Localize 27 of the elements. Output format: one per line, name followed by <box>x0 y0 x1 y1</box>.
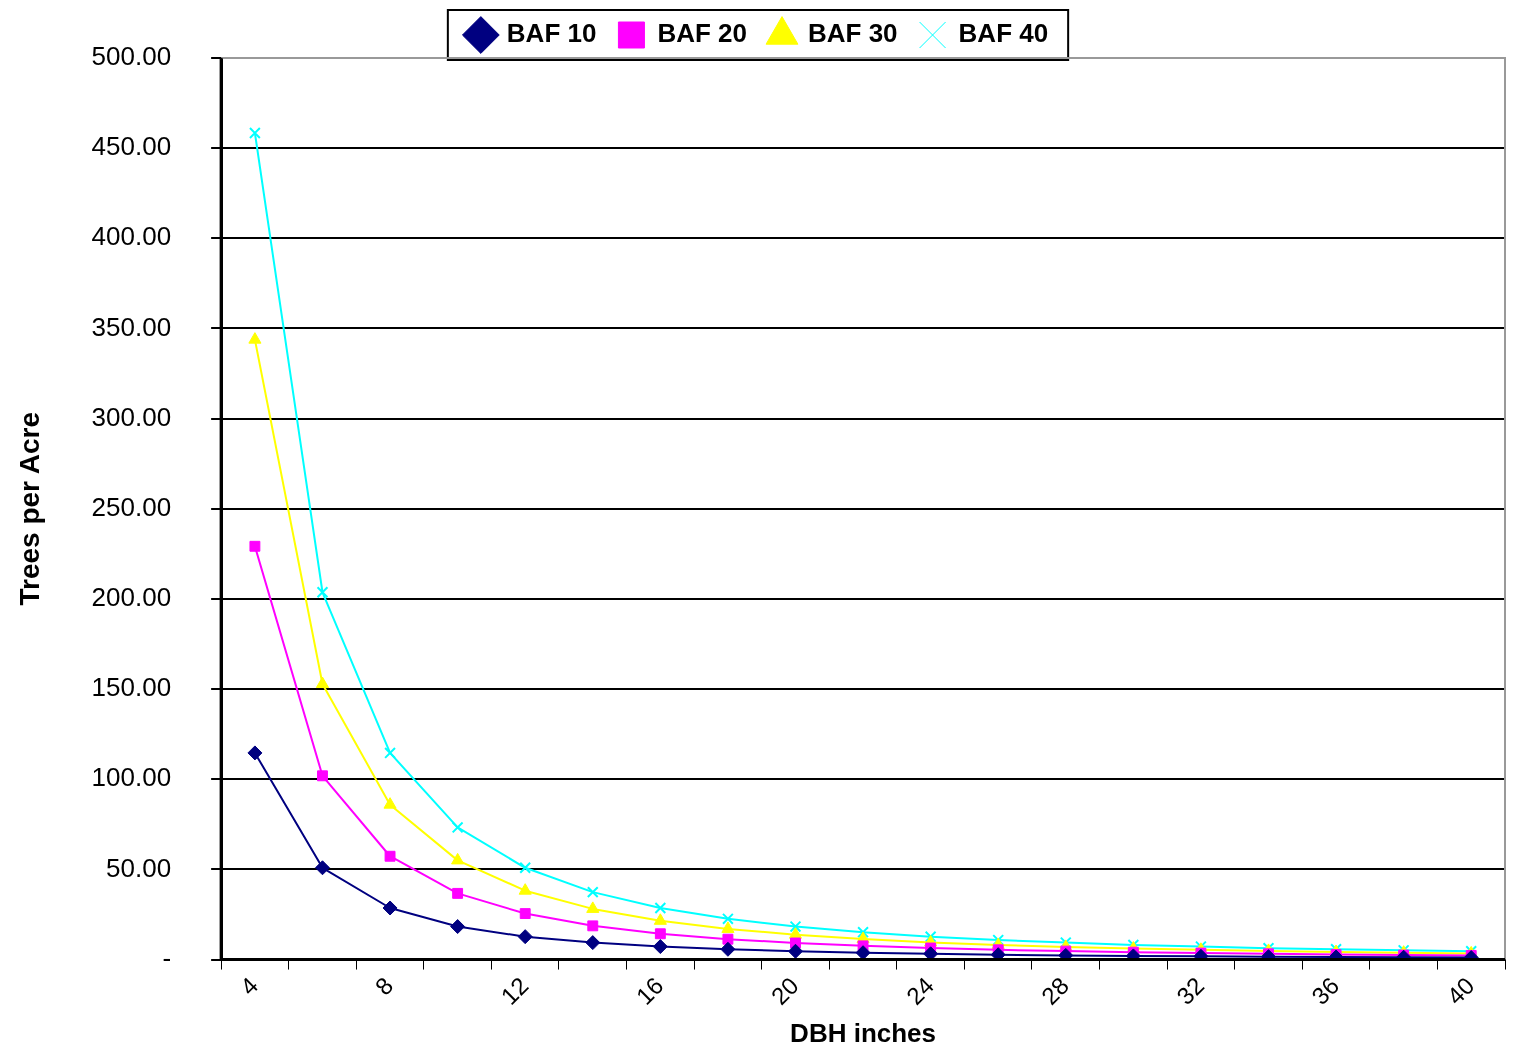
x-tick-label: 24 <box>900 971 939 1010</box>
y-axis-title: Trees per Acre <box>13 412 45 606</box>
legend-label: BAF 30 <box>808 18 898 49</box>
y-tick-label: 50.00 <box>106 852 172 883</box>
y-tick-label: - <box>162 942 172 973</box>
y-tick-label: 100.00 <box>91 762 172 793</box>
y-tick-label: 350.00 <box>91 311 172 342</box>
y-tick-label: 250.00 <box>91 491 172 522</box>
y-tick-label: 300.00 <box>91 401 172 432</box>
x-tick-label: 16 <box>630 971 669 1010</box>
x-axis-title: DBH inches <box>790 1017 937 1048</box>
x-tick-label: 36 <box>1306 971 1345 1010</box>
x-tick-label: 32 <box>1171 971 1210 1010</box>
y-tick-label: 150.00 <box>91 672 172 703</box>
x-tick-label: 12 <box>495 971 534 1010</box>
y-tick-label: 400.00 <box>91 221 172 252</box>
legend-label: BAF 20 <box>657 18 747 49</box>
y-tick-label: 500.00 <box>91 41 172 72</box>
x-tick-label: 8 <box>369 971 399 1001</box>
x-tick-label: 20 <box>765 971 804 1010</box>
y-tick-label: 200.00 <box>91 582 172 613</box>
y-tick-label: 450.00 <box>91 131 172 162</box>
legend-label: BAF 40 <box>958 18 1049 49</box>
legend-label: BAF 10 <box>506 18 597 49</box>
x-tick-label: 4 <box>234 971 264 1001</box>
x-tick-label: 40 <box>1441 971 1480 1010</box>
x-tick-label: 28 <box>1036 971 1074 1010</box>
